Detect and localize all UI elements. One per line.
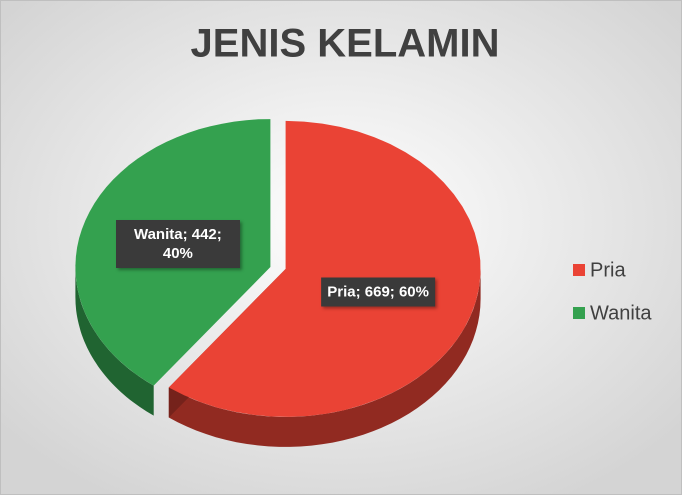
legend-label: Pria (590, 259, 626, 281)
chart-title: JENIS KELAMIN (191, 22, 500, 66)
data-label: Pria; 669; 60% (321, 277, 435, 307)
legend-swatch (573, 307, 585, 319)
data-label: Wanita; 442; 40% (115, 219, 240, 268)
legend-swatch (573, 264, 585, 276)
slice-side (168, 268, 481, 447)
slice-side (75, 267, 154, 416)
slice (168, 120, 481, 417)
legend-label: Wanita (590, 302, 652, 324)
